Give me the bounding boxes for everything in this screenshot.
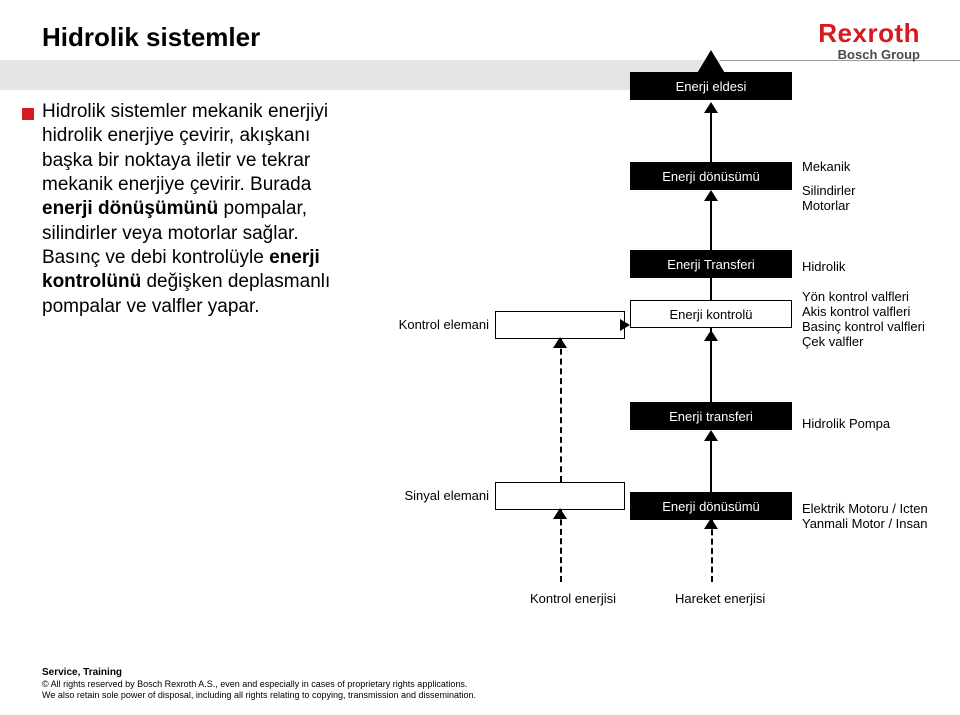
left-box-sinyal xyxy=(495,482,625,510)
footer-line1: © All rights reserved by Bosch Rexroth A… xyxy=(42,679,476,690)
arrow-mid-0 xyxy=(710,278,712,300)
footer-head: Service, Training xyxy=(42,667,476,679)
bottom-label-kontrol: Kontrol enerjisi xyxy=(530,592,616,607)
node-n4: Enerji kontrolü xyxy=(630,300,792,328)
side-label-silmot: SilindirlerMotorlar xyxy=(802,184,855,214)
energy-flow-diagram: Enerji eldesiEnerji dönüsümüEnerji Trans… xyxy=(470,72,950,642)
arrow-seg-3 xyxy=(710,441,712,492)
body-part1: Hidrolik sistemler mekanik enerjiyi hidr… xyxy=(42,101,328,195)
side-label-pompa: Hidrolik Pompa xyxy=(802,417,890,432)
footer-line2: We also retain sole power of disposal, i… xyxy=(42,690,476,701)
body-bold1: enerji dönüşümünü xyxy=(42,198,218,219)
arrow-seg-0 xyxy=(710,113,712,162)
side-label-mekanik: Mekanik xyxy=(802,160,850,175)
dash-hareket-v xyxy=(711,520,713,582)
node-n6: Enerji dönüsümü xyxy=(630,492,792,520)
side-label-motor: Elektrik Motoru / Icten Yanmali Motor / … xyxy=(802,502,950,532)
side-label-hidrolik: Hidrolik xyxy=(802,260,845,275)
dash-ctrl-v xyxy=(560,339,562,482)
dash-hareket-v-head xyxy=(704,518,718,529)
left-label-sinyal: Sinyal elemani xyxy=(404,489,489,504)
dash-ctrl-v-head xyxy=(553,337,567,348)
dash-sinyal-v xyxy=(560,510,562,582)
side-label-valves: Yön kontrol valfleriAkis kontrol valfler… xyxy=(802,290,925,350)
dash-ctrl-arrow xyxy=(620,319,630,331)
node-n3: Enerji Transferi xyxy=(630,250,792,278)
arrow-head-3 xyxy=(704,430,718,441)
bullet-icon xyxy=(22,108,34,120)
logo-sub: Bosch Group xyxy=(818,47,920,62)
left-label-ctrl: Kontrol elemani xyxy=(399,318,489,333)
logo-brand: Rexroth xyxy=(818,18,920,49)
brand-logo: Rexroth Bosch Group xyxy=(818,18,920,62)
arrow-head-1 xyxy=(704,190,718,201)
body-paragraph: Hidrolik sistemler mekanik enerjiyi hidr… xyxy=(42,100,332,319)
node-n2: Enerji dönüsümü xyxy=(630,162,792,190)
bottom-label-hareket: Hareket enerjisi xyxy=(675,592,765,607)
page-title: Hidrolik sistemler xyxy=(42,22,260,53)
dash-sinyal-v-head xyxy=(553,508,567,519)
arrow-big-head xyxy=(693,50,729,80)
arrow-head-0 xyxy=(704,102,718,113)
node-n5: Enerji transferi xyxy=(630,402,792,430)
footer: Service, Training © All rights reserved … xyxy=(42,667,476,701)
arrow-seg-1 xyxy=(710,201,712,250)
arrow-mid-1 xyxy=(710,328,712,402)
left-box-ctrl xyxy=(495,311,625,339)
